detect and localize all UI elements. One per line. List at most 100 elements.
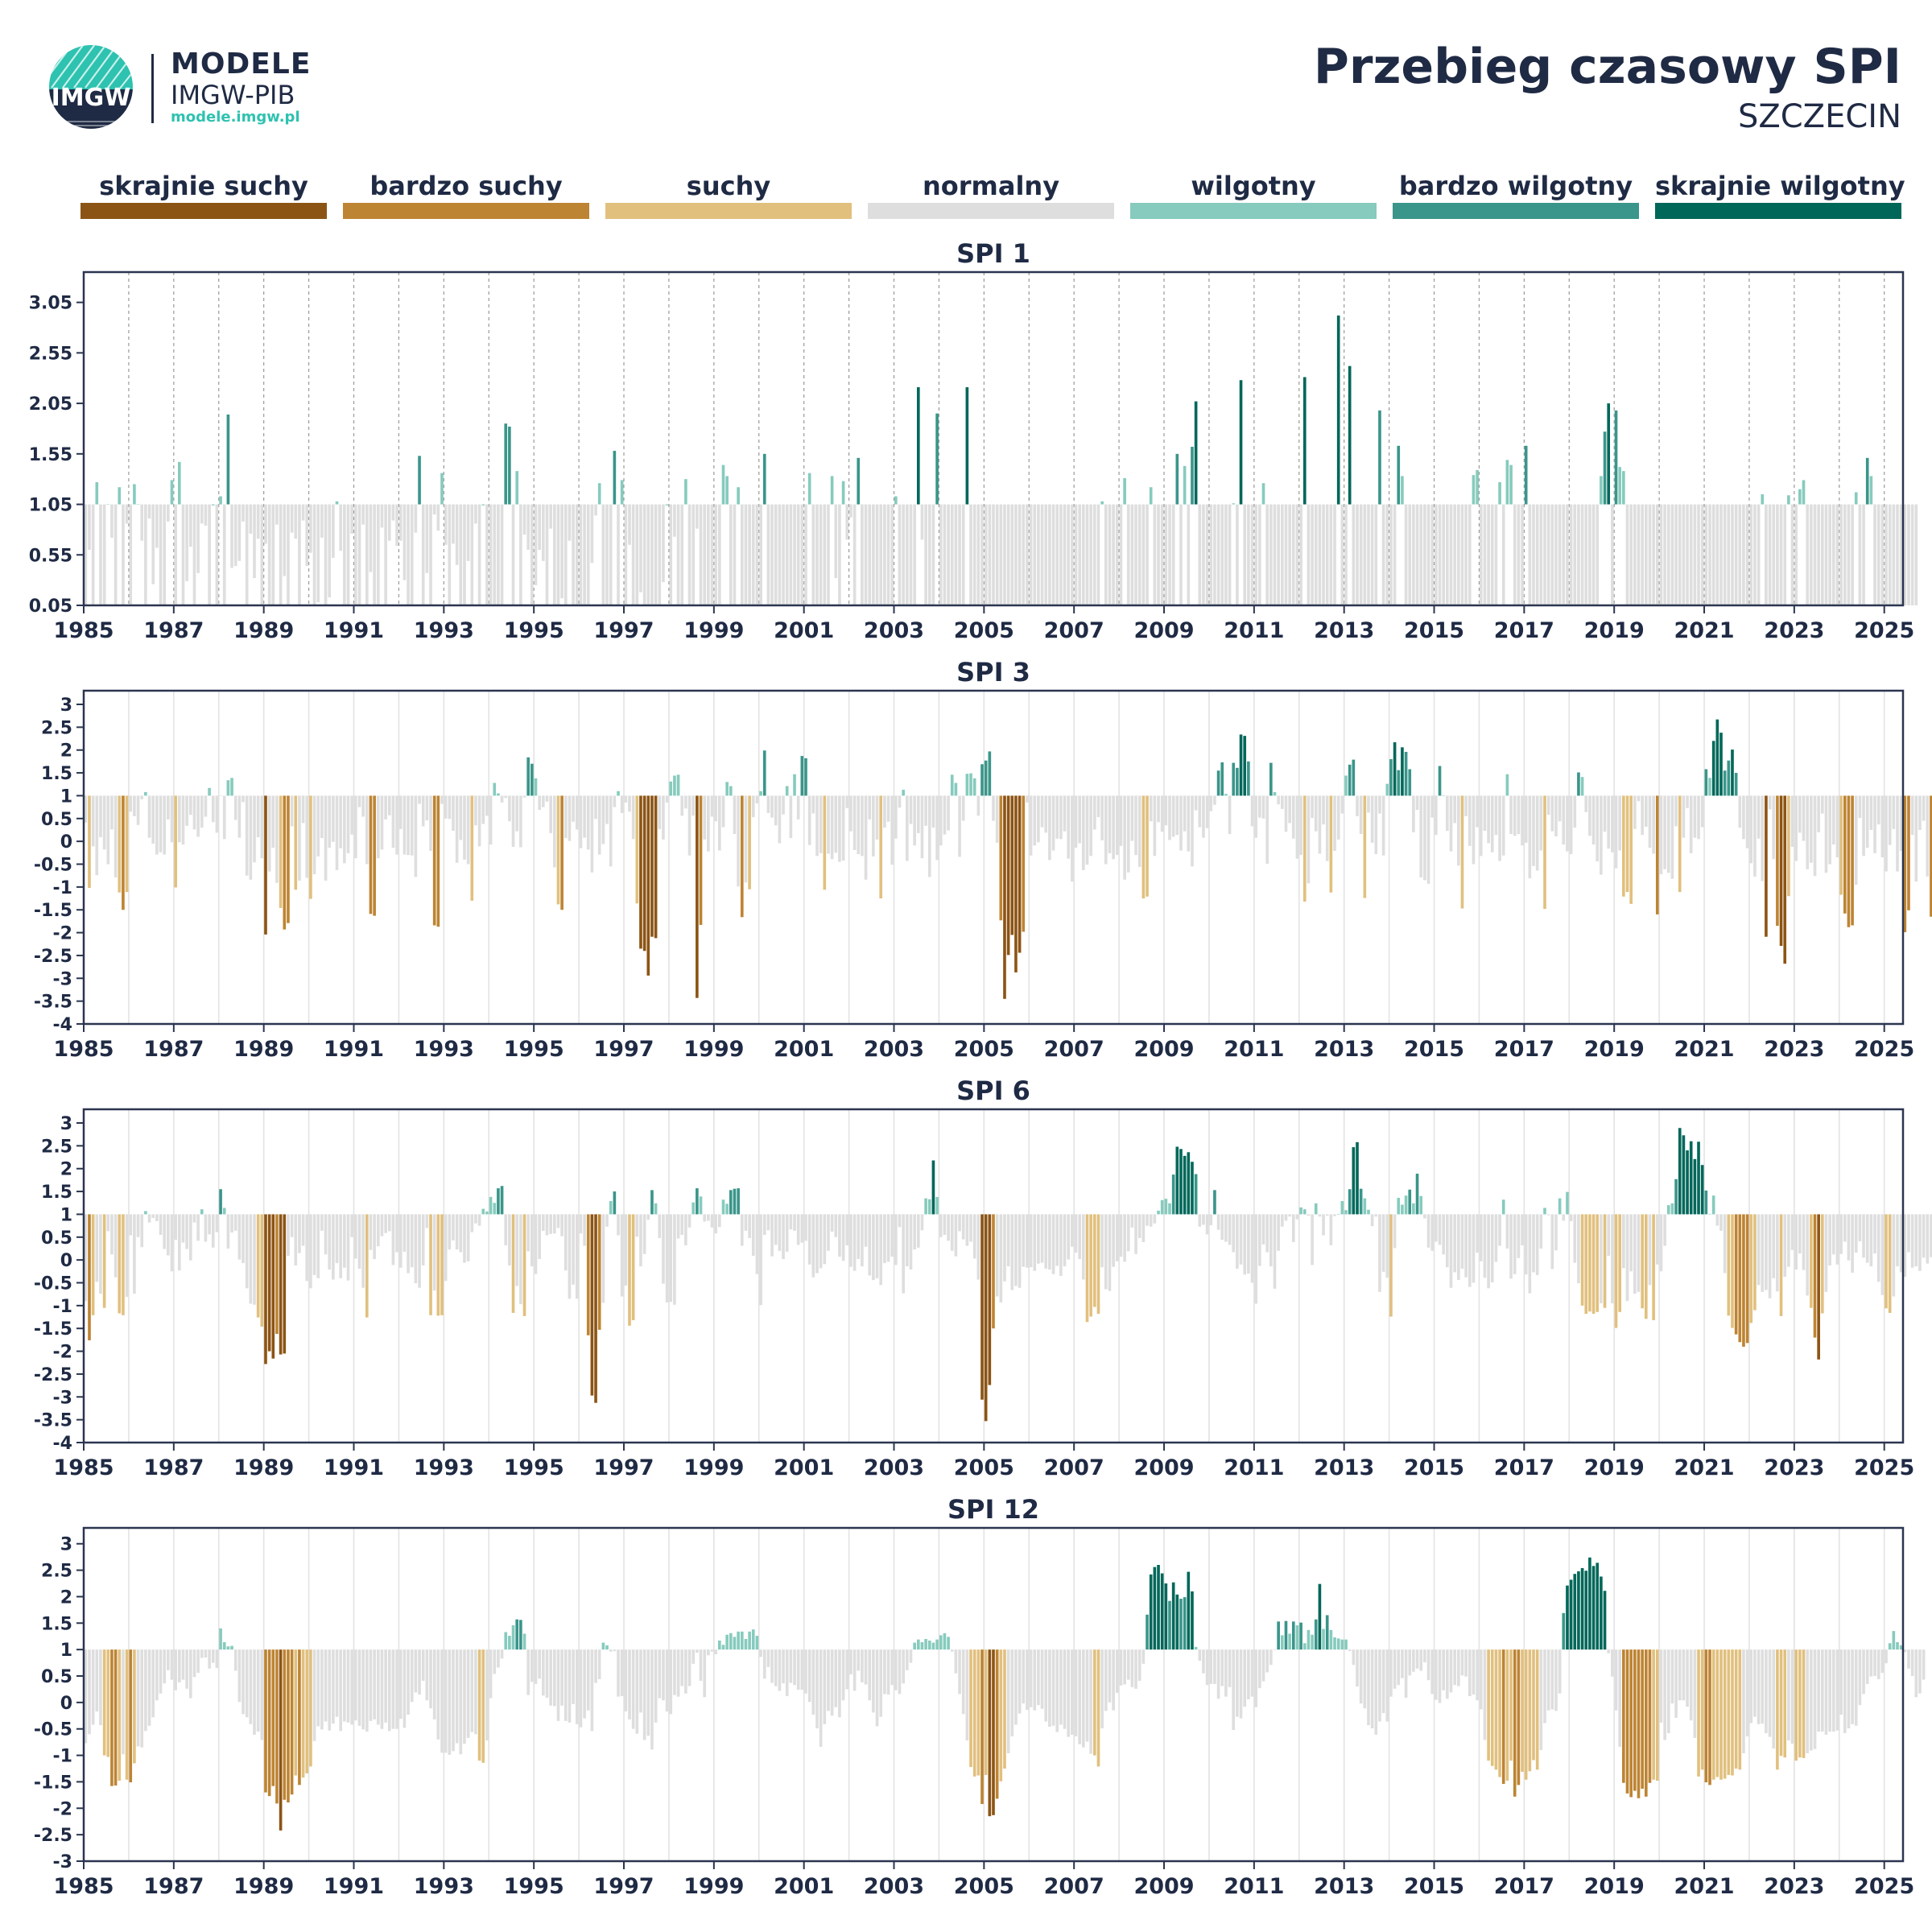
bar [1558, 795, 1562, 822]
bar [1753, 504, 1757, 605]
bar [1460, 504, 1464, 605]
y-tick-label: 1.5 [41, 764, 72, 784]
bar [939, 795, 943, 846]
bar [1622, 1649, 1625, 1783]
x-tick-label: 2009 [1133, 1455, 1194, 1480]
bar [185, 504, 188, 581]
bar [879, 795, 883, 899]
bar [1100, 795, 1104, 841]
bar [1772, 1214, 1776, 1278]
bar [485, 504, 489, 605]
bar [1415, 1649, 1419, 1669]
bar [1476, 1214, 1479, 1253]
bar [1476, 469, 1479, 505]
bar [1408, 504, 1412, 605]
bar [575, 504, 579, 605]
bar [1641, 1649, 1644, 1789]
bar [1055, 795, 1059, 839]
bar [1146, 1214, 1149, 1226]
bar [1761, 1649, 1765, 1724]
bar [684, 1214, 687, 1245]
bar [1265, 795, 1269, 864]
bar [448, 1649, 452, 1755]
bar [188, 1214, 192, 1261]
bar [1006, 1214, 1010, 1267]
bar [568, 504, 572, 541]
bar [687, 795, 691, 856]
bar [594, 1649, 597, 1683]
bar [1119, 795, 1123, 846]
bar [639, 795, 642, 949]
bar [346, 504, 350, 605]
y-tick-label: 0.5 [41, 1228, 72, 1249]
bar [1404, 751, 1408, 796]
bar [1071, 1214, 1074, 1247]
bar [976, 504, 980, 605]
bar [504, 795, 508, 799]
bar [1749, 1214, 1753, 1323]
bar [365, 504, 369, 605]
logo-url: modele.imgw.pl [171, 109, 300, 126]
bar [961, 504, 965, 605]
bar [1089, 795, 1092, 857]
bar [155, 1649, 159, 1701]
bar [1040, 1214, 1044, 1263]
bar [1532, 504, 1535, 605]
bar [1535, 795, 1539, 871]
bar [1858, 1649, 1862, 1706]
bar [1453, 504, 1456, 605]
bar [1641, 1214, 1644, 1309]
bar [1191, 1162, 1194, 1215]
bar [1224, 1649, 1228, 1697]
bar [185, 795, 188, 826]
bar [774, 795, 778, 826]
bar [1198, 795, 1202, 828]
bar [1322, 504, 1325, 605]
bar [1528, 1214, 1532, 1294]
bar [1776, 795, 1779, 927]
bar [1378, 410, 1381, 505]
y-tick-label: -1.5 [34, 901, 72, 921]
bar [1232, 1649, 1236, 1731]
bar [1648, 795, 1652, 848]
bar [1554, 504, 1558, 605]
x-tick-label: 2023 [1764, 1455, 1824, 1480]
bar [542, 1214, 545, 1231]
bar [1277, 1214, 1280, 1251]
bar [185, 1649, 188, 1689]
bar [1831, 795, 1835, 845]
bar [361, 795, 365, 817]
bar [1896, 1214, 1899, 1267]
bar [572, 1214, 575, 1285]
bar [1806, 504, 1809, 605]
bar [1074, 1649, 1078, 1736]
bar [575, 795, 579, 830]
bar [1014, 1649, 1018, 1725]
bar [943, 795, 947, 835]
bar [1055, 1214, 1059, 1266]
bar [1757, 1214, 1761, 1286]
bar [624, 1214, 628, 1286]
bar [1546, 504, 1550, 605]
y-tick-label: -0.5 [34, 856, 72, 876]
bar [1821, 1214, 1824, 1314]
y-tick-label: 2.55 [29, 344, 72, 364]
bar [504, 1214, 508, 1245]
bar [737, 487, 740, 505]
bar [196, 504, 200, 573]
bar [1063, 1649, 1067, 1729]
bar [271, 504, 275, 605]
bar [1580, 1567, 1584, 1650]
bar [463, 1649, 466, 1744]
bar [1854, 1649, 1858, 1726]
bar [1149, 1214, 1153, 1227]
bar [1104, 1649, 1108, 1711]
bar [1202, 504, 1205, 605]
bar [489, 1649, 493, 1699]
bar [684, 479, 687, 505]
bar [497, 1649, 500, 1668]
bar [1790, 504, 1794, 605]
bar [680, 1214, 684, 1235]
bar [309, 1649, 312, 1767]
bar [1123, 477, 1126, 505]
